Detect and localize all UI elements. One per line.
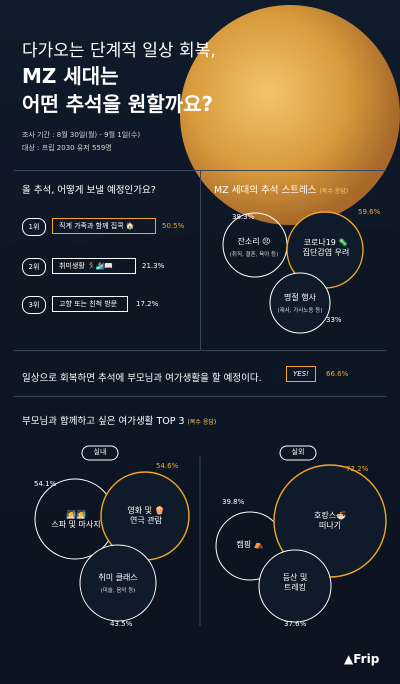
survey-period: 조사 기간 : 8월 30일(월) - 9월 1일(수) (22, 131, 141, 139)
title-line-1: 다가오는 단계적 일상 회복, (22, 41, 216, 61)
bubble-label: 코로나19 🦠 집단감염 우려 (302, 238, 350, 258)
bubble-pct: 43.5% (110, 620, 133, 628)
survey-target: 대상 : 프립 2030 유저 559명 (22, 144, 112, 152)
answer-pct: 21.3% (142, 262, 165, 270)
bubble-hobby (79, 544, 157, 622)
q4-title: 부모님과 함께하고 싶은 여가생활 TOP 3 (22, 416, 185, 427)
answer-box: 직계 가족과 함께 집콕 🏠 (52, 218, 156, 234)
bubble-label: 등산 및 트레킹 (282, 573, 308, 593)
divider (14, 350, 386, 351)
q4-question: 부모님과 함께하고 싶은 여가생활 TOP 3 (복수 응답) (22, 413, 216, 427)
q4-note: (복수 응답) (187, 419, 217, 426)
answer-box: 고향 또는 친척 방문 (52, 296, 128, 312)
bubble-label: 캠핑 ⛺ (236, 540, 264, 549)
answer-box: 취미생활 🏃‍♀️🏄📖 (52, 258, 136, 274)
q1-question: 올 추석, 어떻게 보낼 예정인가요? (22, 185, 156, 196)
rank-badge: 1위 (22, 218, 46, 236)
bubble-label: 잔소리 😣 (237, 237, 271, 246)
q2-title: MZ 세대의 추석 스트레스 (214, 185, 317, 196)
title-line-3: 어떤 추석을 원할까요? (22, 92, 214, 116)
title-line-2: MZ 세대는 (22, 64, 119, 88)
rank-badge: 2위 (22, 258, 46, 276)
bubble-pct: 38.3% (232, 213, 255, 221)
bubble-pct: 72.2% (346, 465, 369, 473)
bubble-holiday-events (269, 272, 331, 334)
bubble-hiking (258, 549, 332, 623)
leisure-bubbles (34, 445, 387, 626)
bubble-label: 명절 행사 (284, 293, 316, 302)
answer-pct: 50.5% (162, 222, 185, 230)
bubble-label: 🧖🧖 스파 및 마사지 (51, 510, 101, 530)
bubble-pct: 54.1% (34, 480, 57, 488)
stress-bubbles (222, 211, 364, 334)
bubble-pct: 54.6% (156, 462, 179, 470)
outdoor-tag (279, 445, 317, 461)
rank-badge: 3위 (22, 296, 46, 314)
bubble-sub: (미술, 음악 등) (100, 588, 136, 594)
yes-answer-box: YES! (286, 366, 316, 382)
q2-question: MZ 세대의 추석 스트레스 (복수 응답) (214, 182, 348, 196)
q2-note: (복수 응답) (319, 188, 349, 195)
yes-pct: 66.6% (326, 370, 349, 378)
bubble-sub: (취직, 결혼, 육아 등) (229, 252, 279, 258)
bubble-sub: (제사, 가사노동 등) (277, 308, 323, 314)
outdoor-label: 실외 (291, 448, 305, 456)
indoor-label: 실내 (93, 448, 107, 456)
bubble-label: 호캉스🍜 떠나기 (313, 511, 347, 531)
answer-pct: 17.2% (136, 300, 159, 308)
bubble-pct: 59.6% (358, 208, 381, 216)
bubble-label: 취미 클래스 (98, 573, 138, 582)
bubble-label: 영화 및 🍿 연극 관람 (127, 506, 165, 526)
divider (14, 396, 386, 397)
q3-question: 일상으로 회복하면 추석에 부모님과 여가생활을 할 예정이다. (22, 373, 262, 384)
divider (200, 170, 201, 350)
indoor-tag (81, 445, 119, 461)
bubble-pct: 39.8% (222, 498, 245, 506)
logo-text: Frip (353, 652, 380, 666)
bubble-pct: 37.6% (284, 620, 307, 628)
frip-logo: ▲Frip (344, 652, 379, 666)
triangle-icon: ▲ (344, 652, 354, 666)
bubble-pct: 33% (326, 316, 342, 324)
